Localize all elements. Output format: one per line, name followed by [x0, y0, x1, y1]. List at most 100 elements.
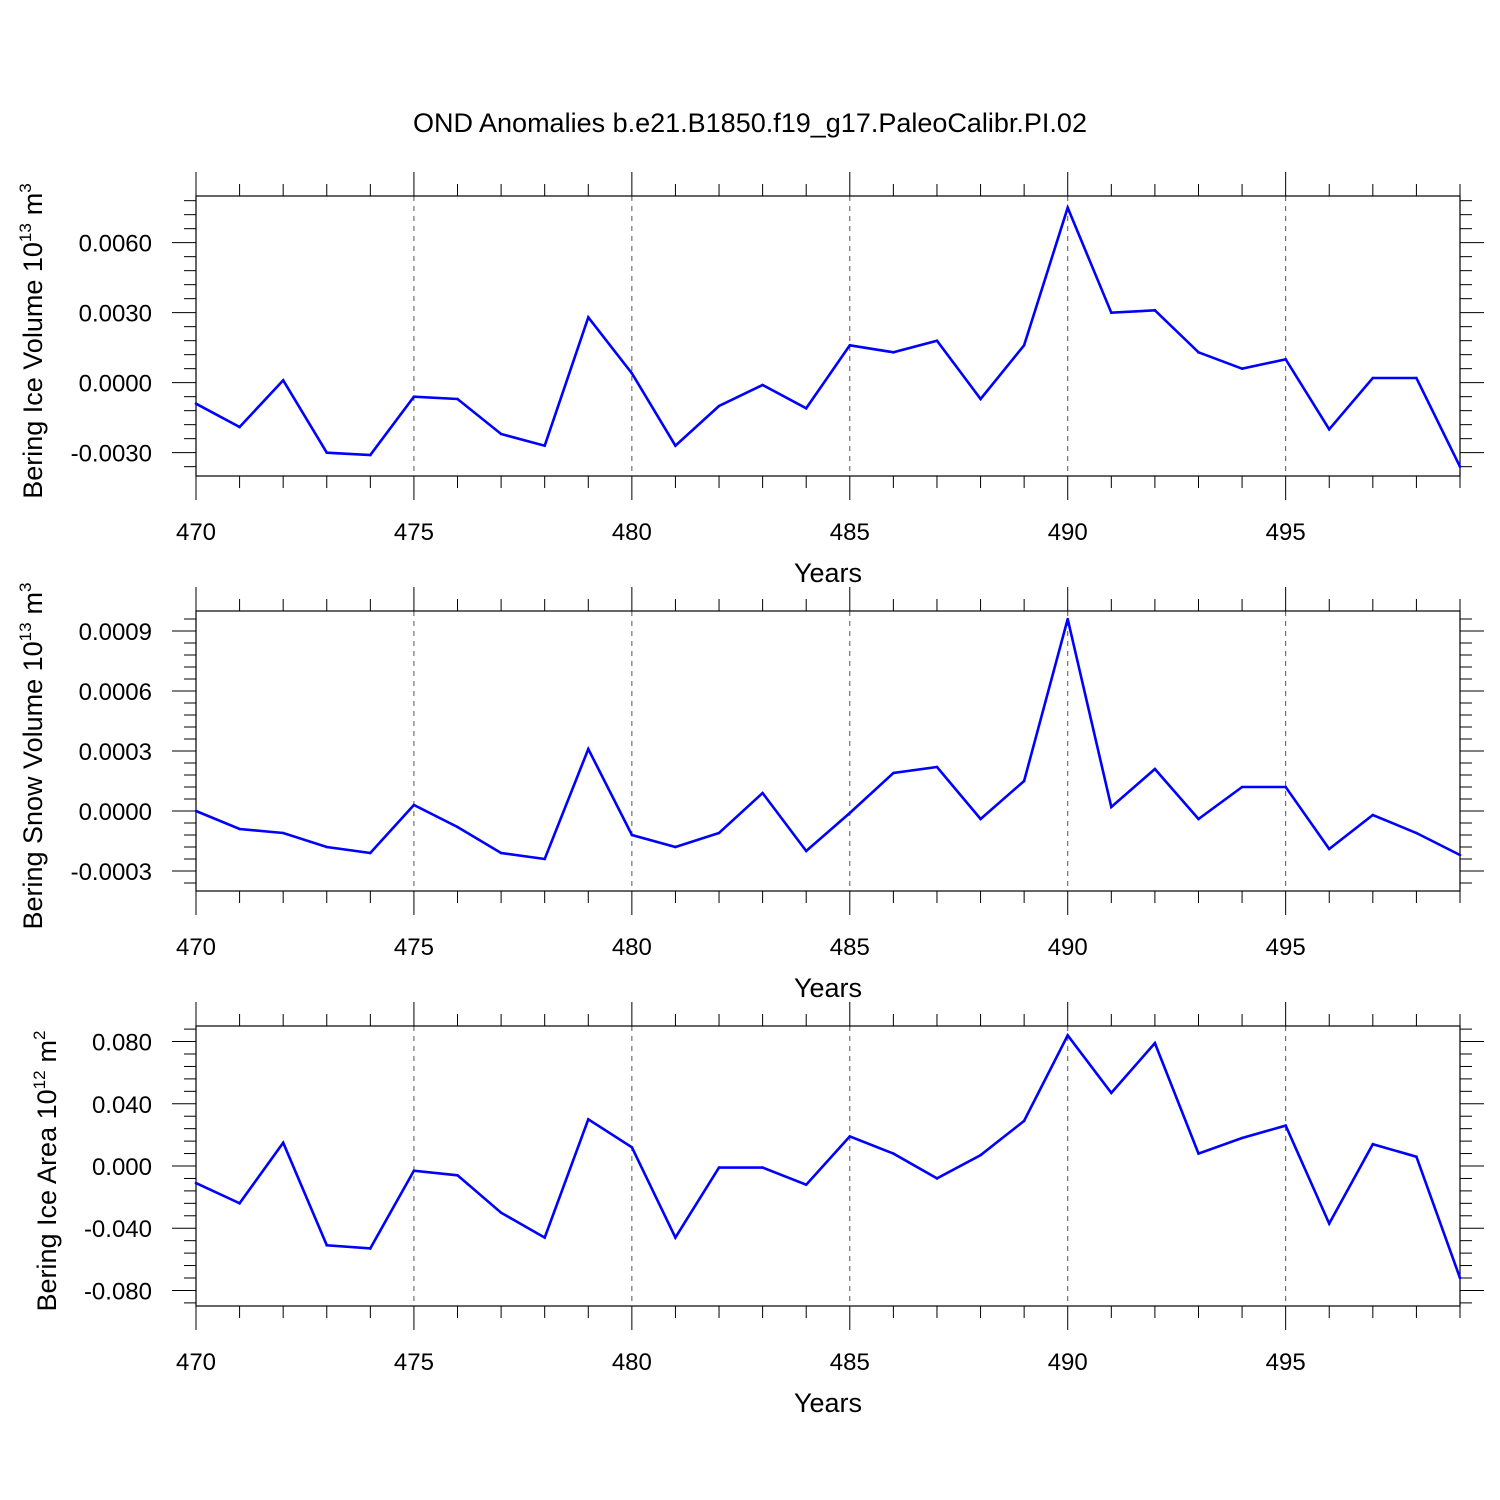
data-point — [892, 351, 895, 354]
data-point — [325, 1244, 329, 1247]
data-point — [238, 1202, 241, 1205]
data-point — [543, 1236, 546, 1239]
y-tick-label: 0.0060 — [79, 231, 152, 258]
data-point — [979, 817, 982, 821]
x-tick-label: 490 — [1048, 934, 1088, 961]
data-point — [1197, 351, 1200, 354]
y-axis-label-unit: m — [32, 1040, 62, 1063]
figure-title: OND Anomalies b.e21.B1850.f19_g17.PaleoC… — [413, 108, 1087, 138]
data-point — [630, 833, 634, 837]
data-point — [1371, 813, 1375, 817]
data-point — [281, 831, 285, 835]
x-tick-label: 480 — [612, 1349, 652, 1376]
x-tick-label: 475 — [394, 1349, 434, 1376]
y-axis-label-text: Bering Ice Volume 10 — [18, 242, 48, 499]
data-point — [761, 791, 764, 795]
data-point — [194, 809, 198, 813]
x-tick-label: 495 — [1266, 934, 1306, 961]
y-axis-label-unit: m — [18, 193, 48, 216]
data-point — [1327, 847, 1331, 851]
y-tick-label: 0.0009 — [79, 619, 152, 646]
y-tick-label: 0.040 — [92, 1092, 152, 1119]
data-point — [456, 1174, 459, 1177]
data-point — [456, 825, 459, 829]
plot-frame — [195, 195, 1461, 477]
data-point — [674, 444, 677, 447]
data-point — [935, 765, 939, 769]
data-point — [543, 857, 546, 861]
data-point — [979, 1153, 982, 1157]
data-point — [848, 1135, 852, 1138]
x-tick-label: 485 — [830, 519, 870, 546]
y-tick-label: 0.0003 — [79, 739, 152, 766]
data-point — [892, 771, 895, 775]
x-axis-label: Years — [794, 973, 862, 1003]
data-point — [1458, 853, 1462, 857]
series-line — [195, 1032, 1462, 1279]
data-point — [1458, 465, 1462, 468]
y-axis-label-text: Bering Ice Area 10 — [32, 1089, 62, 1311]
data-point — [979, 397, 982, 401]
data-point — [1066, 617, 1070, 621]
data-point — [804, 407, 808, 410]
data-point — [586, 1118, 590, 1121]
x-tick-label: 470 — [176, 1349, 216, 1376]
y-axis-label: Bering Snow Volume 1013 m3 — [16, 582, 48, 929]
x-tick-label: 470 — [176, 934, 216, 961]
data-point — [1371, 1142, 1375, 1146]
y-axis-label: Bering Ice Area 1012 m2 — [30, 1030, 62, 1311]
y-tick-label: 0.0000 — [79, 799, 152, 826]
data-point — [238, 425, 241, 429]
y-axis-label: Bering Ice Volume 1013 m3 — [16, 183, 48, 499]
data-point — [1197, 817, 1200, 821]
data-point — [281, 379, 285, 382]
data-point — [1110, 1091, 1113, 1095]
data-point — [1327, 428, 1331, 431]
data-point — [761, 1166, 764, 1169]
x-tick-label: 485 — [830, 1349, 870, 1376]
data-point — [848, 811, 852, 815]
series-line — [195, 618, 1461, 861]
data-point — [674, 1236, 677, 1239]
data-point — [1240, 785, 1244, 789]
data-point — [1066, 206, 1070, 209]
data-point — [1415, 1155, 1418, 1158]
y-tick-label: -0.040 — [84, 1216, 152, 1243]
data-point — [325, 845, 329, 849]
data-point — [586, 316, 590, 319]
data-point — [499, 851, 503, 855]
x-tick-label: 495 — [1266, 519, 1306, 546]
panels: 470 475 480 485 490 495 -0.0030 0.0000 0.0030 0.0… — [16, 172, 1484, 1418]
y-axis-label-unit-exponent: 2 — [30, 1030, 49, 1039]
data-point — [1415, 831, 1418, 835]
y-axis-label-text: Bering Snow Volume 10 — [18, 641, 48, 929]
x-axis-label: Years — [794, 558, 862, 588]
data-point — [412, 1169, 416, 1172]
data-point — [1022, 1119, 1026, 1123]
data-point — [848, 344, 852, 347]
data-point — [1197, 1152, 1200, 1155]
y-axis-label-exponent: 13 — [16, 223, 35, 242]
data-point — [586, 747, 590, 751]
x-tick-label: 480 — [612, 934, 652, 961]
data-point — [1284, 1124, 1287, 1127]
y-tick-label: 0.0000 — [79, 371, 152, 398]
data-point — [1110, 805, 1113, 809]
data-point — [456, 397, 459, 401]
data-point — [325, 451, 329, 454]
data-point — [1240, 367, 1244, 370]
x-tick-label: 490 — [1048, 519, 1088, 546]
data-point — [369, 453, 372, 457]
data-point — [1284, 785, 1287, 789]
data-point — [935, 339, 939, 342]
y-tick-label: -0.0030 — [71, 441, 152, 468]
y-axis-label-unit: m — [18, 592, 48, 615]
data-point — [194, 402, 198, 405]
series-line — [195, 203, 1462, 468]
y-axis-label-exponent: 12 — [30, 1070, 49, 1089]
y-tick-label: 0.0030 — [79, 301, 152, 328]
data-point — [1284, 358, 1287, 361]
data-point — [892, 1152, 895, 1155]
data-point — [1458, 1276, 1462, 1280]
data-point — [238, 827, 241, 831]
